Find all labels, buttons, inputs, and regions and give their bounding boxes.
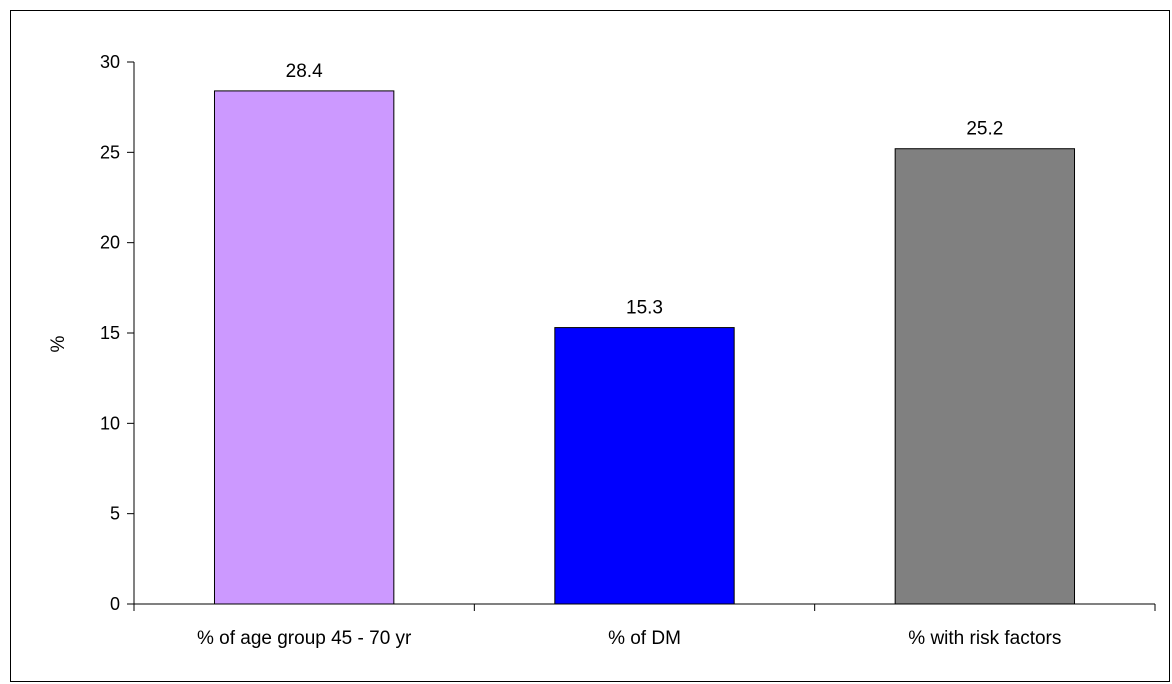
- x-category-label: % of DM: [608, 628, 681, 649]
- y-axis: 0 5 10 15 20 25 30: [100, 52, 135, 614]
- y-tick-label: 30: [100, 52, 120, 72]
- y-tick-label: 15: [100, 323, 120, 343]
- y-tick-label: 0: [110, 594, 120, 614]
- bar-value-label: 28.4: [286, 61, 323, 82]
- bars: [213, 90, 1076, 605]
- y-tick-label: 20: [100, 233, 120, 253]
- bar: [894, 148, 1076, 605]
- data-labels: 28.4 15.3 25.2: [286, 61, 1004, 319]
- y-tick-label: 25: [100, 142, 120, 162]
- bar: [554, 327, 735, 605]
- bar-value-label: 15.3: [626, 298, 663, 319]
- x-axis: % of age group 45 - 70 yr % of DM % with r…: [133, 603, 1156, 649]
- bar: [213, 90, 395, 605]
- y-axis-label: %: [48, 335, 69, 352]
- x-category-label: % with risk factors: [908, 628, 1061, 649]
- y-tick-label: 5: [110, 504, 120, 524]
- bar-value-label: 25.2: [966, 119, 1003, 140]
- x-category-label: % of age group 45 - 70 yr: [197, 628, 412, 649]
- y-tick-label: 10: [100, 413, 120, 433]
